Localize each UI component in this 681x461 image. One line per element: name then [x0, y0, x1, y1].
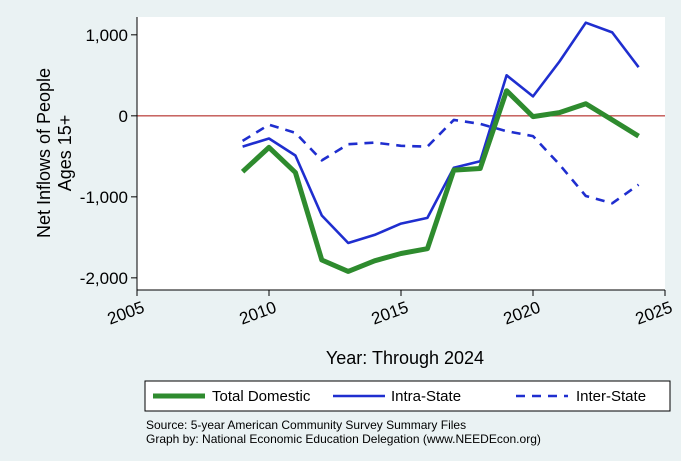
- y-tick-label: -1,000: [80, 188, 128, 207]
- x-tick-label: 2015: [369, 298, 411, 329]
- x-tick-label: 2010: [237, 298, 279, 329]
- plot-area: [137, 17, 665, 290]
- legend-label-inter-state: Inter-State: [576, 388, 646, 405]
- legend-box: [144, 380, 671, 412]
- legend-label-total-domestic: Total Domestic: [212, 388, 311, 405]
- legend-label-intra-state: Intra-State: [391, 388, 461, 405]
- y-tick-label: -2,000: [80, 269, 128, 288]
- x-tick-label: 2005: [105, 298, 147, 329]
- source-line-1: Source: 5-year American Community Survey…: [146, 418, 467, 432]
- x-axis-title: Year: Through 2024: [326, 348, 484, 368]
- x-tick-label: 2020: [501, 298, 543, 329]
- y-axis-title-line-1: Net Inflows of People: [34, 68, 54, 238]
- series-line-intra-state: [242, 21, 640, 245]
- series-line-total-domestic: [240, 88, 640, 274]
- source-line-2: Graph by: National Economic Education De…: [146, 432, 541, 446]
- y-tick-label: 0: [119, 107, 128, 126]
- y-axis-title: Net Inflows of People Ages 15+: [34, 68, 75, 238]
- series-line-inter-state: [241, 118, 640, 205]
- y-tick-label: 1,000: [85, 26, 128, 45]
- y-axis-title-line-2: Ages 15+: [55, 115, 75, 192]
- x-tick-label: 2025: [633, 298, 675, 329]
